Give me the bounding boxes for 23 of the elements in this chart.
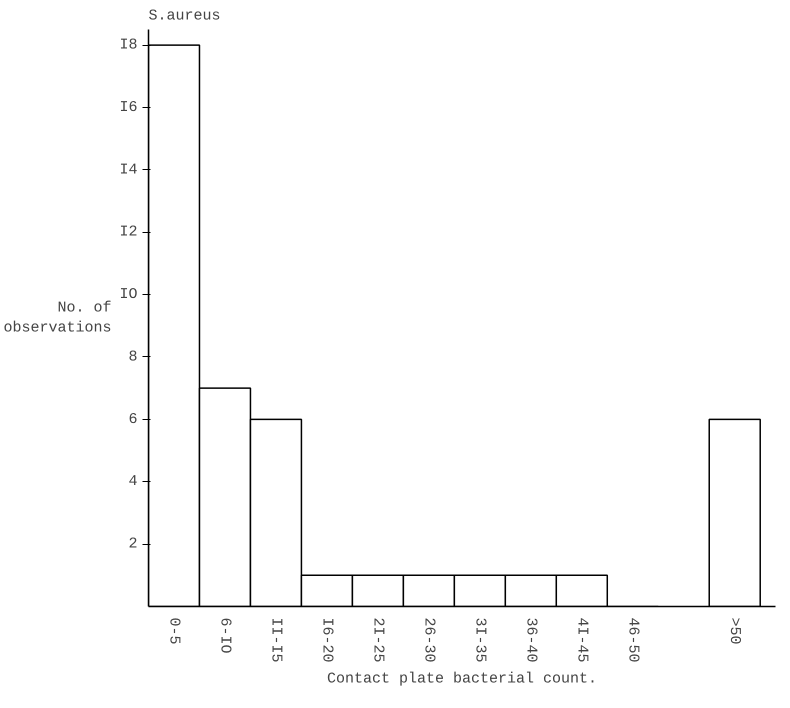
x-axis-title: Contact plate bacterial count. — [326, 670, 598, 688]
y-tick-label: 2 — [128, 536, 138, 553]
y-tick-label: 4 — [128, 473, 138, 490]
y-tick-label: I6 — [119, 98, 138, 116]
x-tick-label: 0-5 — [165, 618, 182, 645]
x-tick-label: 2I-25 — [369, 618, 386, 663]
y-tick-label: 6 — [128, 410, 138, 428]
x-tick-label: 36-40 — [522, 618, 540, 663]
x-tick-label: II-I5 — [267, 618, 284, 663]
y-axis-title: No. of observations — [3, 299, 112, 337]
y-tick-label: I4 — [119, 161, 138, 178]
x-tick-label: I6-20 — [318, 618, 336, 663]
x-tick-label: 26-30 — [420, 618, 438, 663]
y-tick-label: 8 — [128, 348, 138, 366]
y-tick-label: I8 — [119, 36, 138, 54]
y-tick-label: I2 — [119, 224, 138, 241]
chart-title: S.aureus — [148, 8, 221, 24]
x-tick-label: 46-50 — [624, 618, 642, 663]
x-tick-label: >50 — [726, 618, 744, 645]
x-tick-label: 6-IO — [216, 618, 234, 654]
x-tick-label: 3I-35 — [471, 618, 488, 663]
x-tick-label: 4I-45 — [573, 618, 590, 663]
y-tick-label: IO — [119, 286, 138, 304]
